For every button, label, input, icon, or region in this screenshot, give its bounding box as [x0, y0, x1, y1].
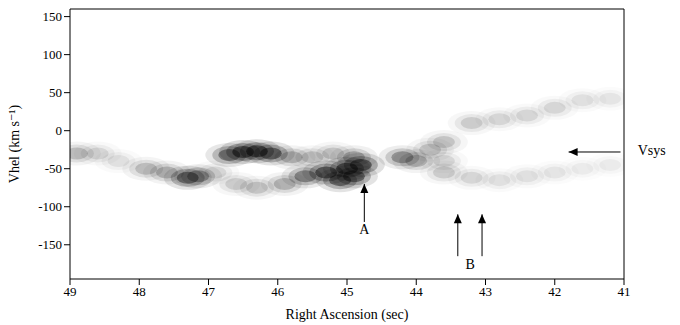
- svg-text:A: A: [359, 222, 370, 237]
- svg-text:43: 43: [479, 284, 492, 299]
- svg-text:49: 49: [64, 284, 77, 299]
- svg-text:Right Ascension (sec): Right Ascension (sec): [286, 307, 409, 323]
- svg-text:47: 47: [202, 284, 216, 299]
- svg-text:150: 150: [43, 9, 63, 24]
- svg-text:46: 46: [271, 284, 285, 299]
- svg-text:100: 100: [43, 47, 63, 62]
- svg-text:Vsys: Vsys: [638, 143, 666, 158]
- svg-text:B: B: [466, 257, 475, 272]
- svg-text:48: 48: [133, 284, 146, 299]
- svg-text:41: 41: [618, 284, 631, 299]
- svg-text:Vhel (km s⁻¹): Vhel (km s⁻¹): [7, 104, 23, 183]
- svg-text:-150: -150: [38, 237, 62, 252]
- svg-text:50: 50: [49, 85, 62, 100]
- svg-text:-50: -50: [45, 161, 62, 176]
- svg-text:45: 45: [341, 284, 354, 299]
- svg-text:42: 42: [548, 284, 561, 299]
- svg-text:-100: -100: [38, 199, 62, 214]
- svg-text:0: 0: [56, 123, 63, 138]
- svg-text:44: 44: [410, 284, 424, 299]
